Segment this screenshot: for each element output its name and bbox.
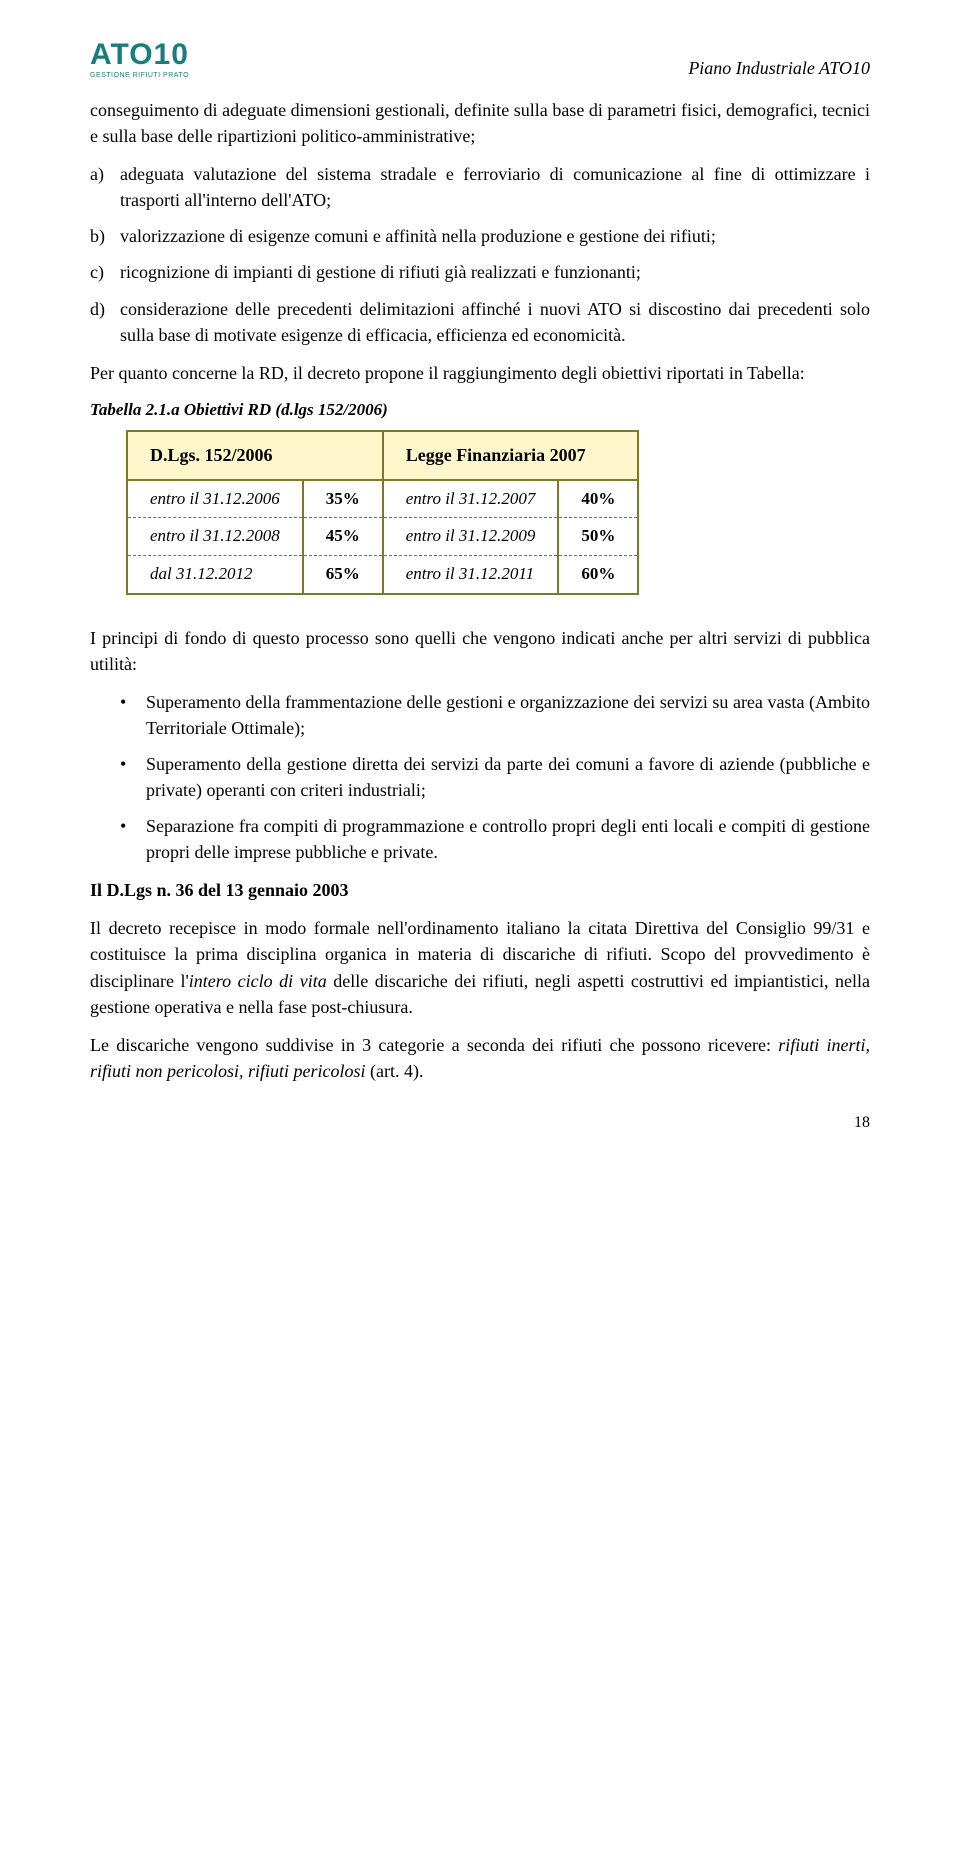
heading-dlgs: Il D.Lgs n. 36 del 13 gennaio 2003	[90, 877, 870, 903]
table-cell-date: entro il 31.12.2008	[127, 518, 303, 556]
alpha-list: a) adeguata valutazione del sistema stra…	[90, 161, 870, 348]
body: conseguimento di adeguate dimensioni ges…	[90, 97, 870, 1084]
paragraph-decreto: Il decreto recepisce in modo formale nel…	[90, 915, 870, 1019]
page-number: 18	[90, 1114, 870, 1132]
table-cell-pct: 60%	[558, 555, 638, 593]
intro-paragraph: conseguimento di adeguate dimensioni ges…	[90, 97, 870, 149]
page-header: ATO10 GESTIONE RIFIUTI PRATO Piano Indus…	[90, 40, 870, 79]
list-item: • Superamento della frammentazione delle…	[90, 689, 870, 741]
table-cell-date: entro il 31.12.2009	[383, 518, 559, 556]
table-cell-pct: 40%	[558, 480, 638, 518]
table-cell-pct: 50%	[558, 518, 638, 556]
table-header: Legge Finanziaria 2007	[383, 431, 639, 479]
table-cell-date: entro il 31.12.2011	[383, 555, 559, 593]
paragraph-categorie: Le discariche vengono suddivise in 3 cat…	[90, 1032, 870, 1084]
list-text: ricognizione di impianti di gestione di …	[120, 259, 870, 285]
list-item: d) considerazione delle precedenti delim…	[90, 296, 870, 348]
logo: ATO10 GESTIONE RIFIUTI PRATO	[90, 40, 189, 79]
list-item: c) ricognizione di impianti di gestione …	[90, 259, 870, 285]
list-text: Separazione fra compiti di programmazion…	[146, 813, 870, 865]
objectives-table: D.Lgs. 152/2006 Legge Finanziaria 2007 e…	[126, 430, 639, 594]
text-span-italic: intero ciclo di vita	[189, 971, 327, 991]
list-text: Superamento della frammentazione delle g…	[146, 689, 870, 741]
list-marker: b)	[90, 223, 120, 249]
list-marker: c)	[90, 259, 120, 285]
list-text: valorizzazione di esigenze comuni e affi…	[120, 223, 870, 249]
list-item: • Separazione fra compiti di programmazi…	[90, 813, 870, 865]
bullet-icon: •	[120, 813, 146, 865]
list-text: adeguata valutazione del sistema stradal…	[120, 161, 870, 213]
list-item: b) valorizzazione di esigenze comuni e a…	[90, 223, 870, 249]
table-row: entro il 31.12.2006 35% entro il 31.12.2…	[127, 480, 638, 518]
document-title: Piano Industriale ATO10	[688, 58, 870, 79]
table-cell-date: entro il 31.12.2006	[127, 480, 303, 518]
table-cell-pct: 45%	[303, 518, 383, 556]
table-row: entro il 31.12.2008 45% entro il 31.12.2…	[127, 518, 638, 556]
list-item: a) adeguata valutazione del sistema stra…	[90, 161, 870, 213]
table-header-row: D.Lgs. 152/2006 Legge Finanziaria 2007	[127, 431, 638, 479]
text-span: Le discariche vengono suddivise in 3 cat…	[90, 1035, 778, 1055]
bullet-list: • Superamento della frammentazione delle…	[90, 689, 870, 866]
table-cell-date: entro il 31.12.2007	[383, 480, 559, 518]
table-caption: Tabella 2.1.a Obiettivi RD (d.lgs 152/20…	[90, 398, 870, 423]
list-text: considerazione delle precedenti delimita…	[120, 296, 870, 348]
bullet-icon: •	[120, 689, 146, 741]
bullet-icon: •	[120, 751, 146, 803]
table-cell-pct: 65%	[303, 555, 383, 593]
table-row: dal 31.12.2012 65% entro il 31.12.2011 6…	[127, 555, 638, 593]
table-cell-pct: 35%	[303, 480, 383, 518]
logo-sub: GESTIONE RIFIUTI PRATO	[90, 72, 189, 79]
list-marker: a)	[90, 161, 120, 213]
list-marker: d)	[90, 296, 120, 348]
logo-main: ATO10	[90, 40, 189, 70]
table-cell-date: dal 31.12.2012	[127, 555, 303, 593]
document-page: ATO10 GESTIONE RIFIUTI PRATO Piano Indus…	[0, 0, 960, 1192]
list-text: Superamento della gestione diretta dei s…	[146, 751, 870, 803]
list-item: • Superamento della gestione diretta dei…	[90, 751, 870, 803]
paragraph-principi: I principi di fondo di questo processo s…	[90, 625, 870, 677]
paragraph-rd: Per quanto concerne la RD, il decreto pr…	[90, 360, 870, 386]
text-span: (art. 4).	[366, 1061, 424, 1081]
table-header: D.Lgs. 152/2006	[127, 431, 383, 479]
